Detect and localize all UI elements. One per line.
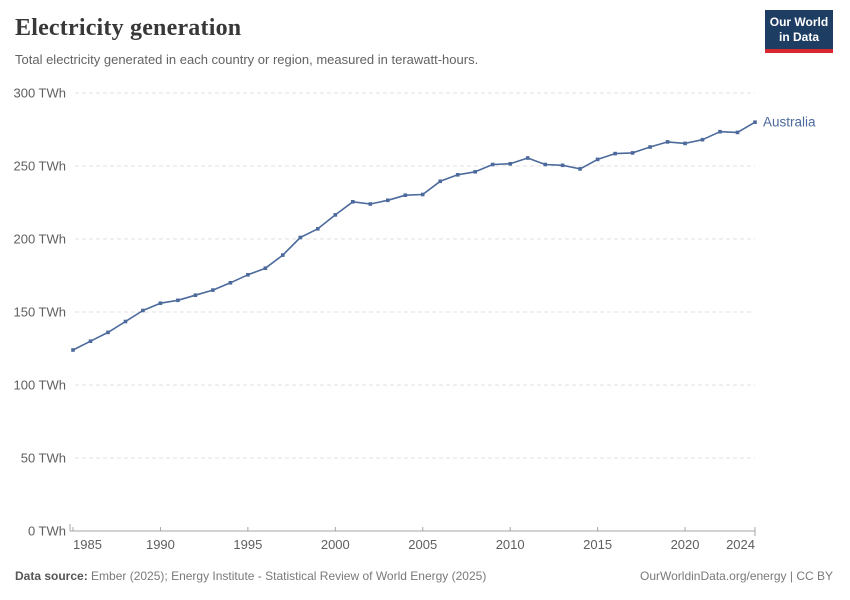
chart-header: Electricity generation Total electricity… [15,14,835,69]
data-point-marker [403,193,408,197]
x-tick-label: 2015 [583,537,612,552]
y-tick-label: 50 TWh [21,451,66,466]
data-point-marker [753,120,757,124]
x-tick-label: 2000 [321,537,350,552]
data-point-marker [193,293,198,297]
data-point-marker [333,213,338,217]
x-tick-label: 2010 [496,537,525,552]
series-line [72,121,756,351]
data-point-marker [368,202,373,206]
data-point-marker [543,162,547,167]
data-point-marker [176,298,180,303]
data-point-marker [560,163,565,168]
y-tick-label: 0 TWh [28,524,66,539]
data-point-marker [211,288,215,292]
data-source-note: Data source: Ember (2025); Energy Instit… [15,569,486,583]
data-source-text: Ember (2025); Energy Institute - Statist… [87,569,487,583]
data-point-marker [281,253,285,257]
data-point-marker [648,145,652,149]
data-point-marker [420,192,425,197]
x-tick-label: 2024 [726,537,755,552]
owid-logo[interactable]: Our World in Data [765,10,833,53]
page-title: Electricity generation [15,15,242,41]
data-point-marker [455,173,460,177]
data-point-marker [316,227,320,231]
data-point-marker [665,140,670,144]
data-point-marker [71,348,75,352]
data-point-marker [438,179,442,184]
data-point-marker [263,266,268,270]
data-point-marker [228,281,233,285]
data-point-marker [700,137,705,142]
data-point-marker [123,319,128,324]
x-tick-label: 1995 [233,537,262,552]
x-tick-label: 1990 [146,537,175,552]
data-point-marker [508,162,512,166]
data-source-label: Data source: [15,569,88,583]
data-point-marker [595,157,600,162]
license-link[interactable]: OurWorldinData.org/energy | CC BY [640,569,833,583]
data-point-marker [718,129,722,134]
data-point-marker [735,130,740,135]
x-tick-label: 2005 [408,537,437,552]
data-point-marker [578,167,582,171]
series-end-label: Australia [763,115,816,130]
data-point-marker [141,308,145,313]
data-point-marker [298,235,303,240]
data-point-marker [525,156,530,160]
data-point-marker [88,339,93,343]
data-point-marker [106,330,110,335]
data-point-marker [246,273,250,277]
data-point-marker [630,151,635,155]
data-point-marker [386,198,390,203]
y-tick-label: 200 TWh [13,232,66,247]
y-tick-label: 300 TWh [13,86,66,101]
y-tick-label: 250 TWh [13,159,66,174]
data-point-marker [613,151,617,156]
chart-footer: Data source: Ember (2025); Energy Instit… [15,569,833,583]
owid-logo-line2: in Data [778,30,819,44]
x-tick-label: 1985 [73,537,102,552]
x-tick-label: 2020 [671,537,700,552]
owid-logo-line1: Our World [769,15,829,29]
data-point-marker [490,162,495,167]
data-point-marker [473,170,477,174]
y-tick-label: 100 TWh [13,378,66,393]
data-point-marker [158,301,163,305]
data-point-marker [683,141,687,146]
y-tick-label: 150 TWh [13,305,66,320]
chart-subtitle: Total electricity generated in each coun… [15,51,479,67]
data-point-marker [351,200,355,204]
